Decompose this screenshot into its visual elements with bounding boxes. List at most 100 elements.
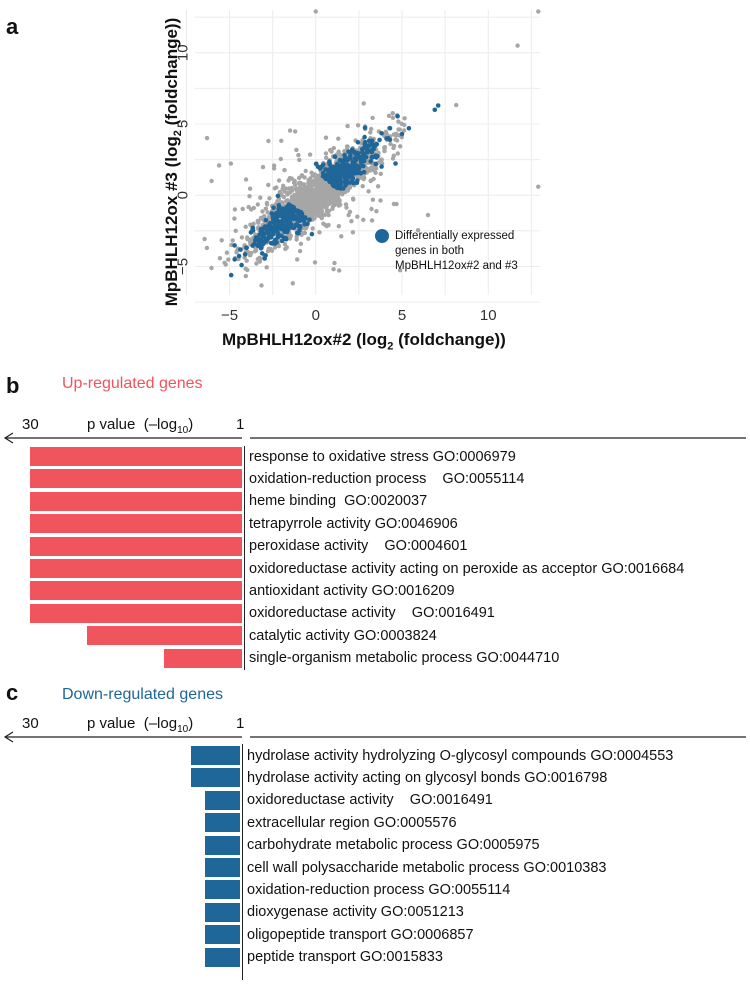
gray-point	[283, 246, 288, 252]
blue-point	[334, 172, 340, 178]
blue-point	[326, 167, 331, 173]
blue-point	[242, 252, 248, 257]
bar	[30, 536, 242, 556]
blue-point	[365, 150, 370, 155]
gray-point	[204, 245, 210, 251]
gray-point	[425, 212, 431, 218]
gray-point	[219, 238, 224, 243]
gray-point	[337, 268, 342, 273]
blue-point	[320, 170, 326, 176]
gray-point	[216, 163, 222, 168]
blue-point	[379, 164, 384, 169]
blue-point	[406, 126, 412, 131]
bar-label: oxidoreductase activity GO:0016491	[249, 605, 495, 622]
blue-point	[359, 150, 365, 155]
gray-point	[243, 273, 248, 279]
gray-point	[297, 248, 303, 254]
gray-point	[223, 262, 228, 267]
gray-point	[322, 212, 327, 218]
gray-point	[366, 167, 371, 172]
gray-point	[309, 187, 314, 192]
blue-point	[232, 257, 237, 262]
gray-point	[248, 253, 253, 258]
gray-point	[257, 259, 263, 264]
blue-point	[280, 238, 285, 244]
gray-point	[401, 128, 407, 133]
gray-point	[271, 166, 277, 171]
gray-point	[303, 168, 308, 174]
blue-point	[273, 228, 279, 233]
gray-point	[289, 185, 294, 191]
y-axis-title-part2: (foldchange))	[161, 17, 181, 131]
gray-point	[228, 161, 234, 166]
blue-point	[275, 193, 281, 199]
blue-point	[335, 176, 341, 181]
gray-point	[244, 258, 249, 263]
up-axis-max: 30	[22, 416, 39, 433]
blue-point	[350, 164, 355, 169]
blue-point	[395, 113, 400, 119]
gray-point	[294, 237, 299, 242]
blue-point	[291, 216, 296, 222]
gray-point	[224, 250, 230, 255]
gray-point	[286, 178, 291, 183]
blue-point	[399, 131, 405, 137]
up-axis-title: p value (–log10)	[87, 416, 194, 436]
gray-point	[361, 176, 366, 182]
down-axis-min: 1	[236, 715, 245, 732]
scatter-plot: −5 0 5 10 −5 0 5 10	[175, 9, 541, 324]
bar	[191, 768, 240, 788]
gray-point	[398, 144, 403, 149]
bar	[205, 835, 240, 855]
gray-point	[257, 255, 262, 260]
blue-point	[275, 224, 280, 229]
gray-point	[267, 196, 272, 201]
points-blue	[228, 103, 441, 278]
gray-point	[386, 113, 392, 119]
blue-point	[250, 228, 255, 233]
y-tick-label: −5	[175, 258, 192, 275]
blue-point	[374, 155, 379, 160]
gray-point	[276, 178, 282, 183]
blue-point	[363, 154, 369, 160]
bar	[30, 603, 242, 623]
gray-point	[243, 266, 248, 271]
gray-point	[254, 261, 259, 266]
gray-point	[369, 206, 374, 212]
gray-point	[379, 157, 384, 162]
bar	[30, 469, 242, 489]
blue-point	[238, 247, 243, 252]
blue-point	[272, 214, 277, 220]
gray-point	[289, 176, 294, 181]
blue-point	[278, 208, 283, 214]
gray-point	[378, 171, 383, 176]
gray-point	[278, 156, 283, 162]
blue-point	[385, 136, 391, 141]
blue-point	[355, 150, 361, 156]
blue-point	[362, 141, 368, 147]
gray-point	[209, 265, 214, 271]
bar	[30, 491, 242, 511]
blue-point	[287, 206, 293, 211]
blue-point	[279, 233, 284, 239]
blue-point	[327, 159, 332, 164]
gray-point	[355, 123, 361, 128]
bar-label: heme binding GO:0020037	[249, 493, 428, 510]
gray-point	[259, 283, 264, 288]
gray-point	[323, 151, 329, 156]
blue-point	[366, 138, 372, 144]
gray-point	[370, 115, 375, 121]
gray-point	[297, 188, 302, 194]
gray-point	[325, 196, 330, 201]
panel-label-b: b	[6, 373, 20, 398]
blue-point	[350, 177, 355, 182]
gray-point	[247, 186, 253, 191]
gray-point	[306, 213, 312, 218]
legend-line-3: MpBHLH12ox#2 and #3	[395, 260, 518, 272]
gray-point	[345, 123, 350, 129]
x-axis-title-part2: (foldchange))	[393, 330, 506, 349]
gray-point	[232, 207, 238, 212]
gray-point	[240, 206, 245, 212]
outlier-point	[515, 43, 520, 48]
gray-point	[312, 194, 317, 200]
